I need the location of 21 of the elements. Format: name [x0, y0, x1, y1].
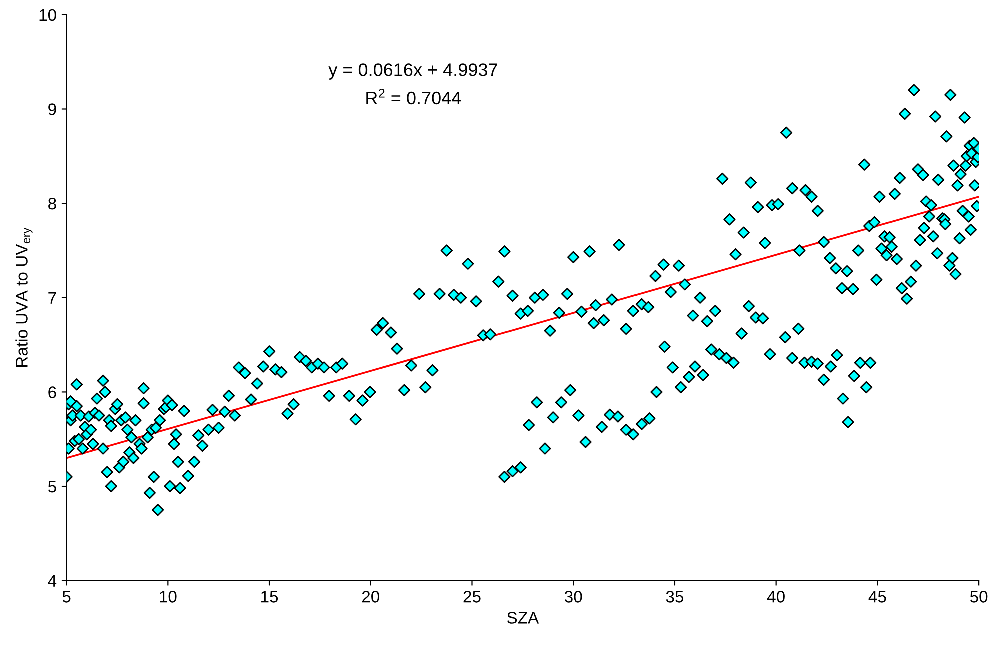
y-tick-label: 5	[48, 481, 56, 493]
annotation: y = 0.0616x + 4.9937	[328, 64, 498, 80]
y-tick-label: 4	[48, 575, 57, 587]
y-tick-label: 6	[48, 386, 56, 398]
annotation: R$^{2}$ = 0.7044	[366, 88, 462, 105]
x-tick-label: 20	[362, 591, 380, 603]
x-tick-label: 50	[970, 591, 988, 603]
x-tick-label: 30	[564, 591, 582, 603]
y-tick-label: 10	[40, 9, 56, 22]
x-tick-label: 10	[160, 591, 177, 603]
x-tick-label: 25	[464, 591, 481, 603]
x-tick-label: 5	[62, 591, 71, 603]
x-tick-label: 45	[868, 591, 886, 603]
y-tick-label: 7	[48, 292, 56, 304]
x-axis-title: SZA	[507, 612, 540, 624]
y-tick-label: 9	[48, 104, 56, 116]
x-tick-label: 40	[767, 591, 785, 603]
y-axis-title: Ratio UVA to UV$_{ery}$	[16, 228, 33, 368]
y-tick-label: 8	[48, 198, 56, 210]
x-tick-label: 15	[262, 591, 278, 603]
x-tick-label: 35	[666, 591, 684, 603]
